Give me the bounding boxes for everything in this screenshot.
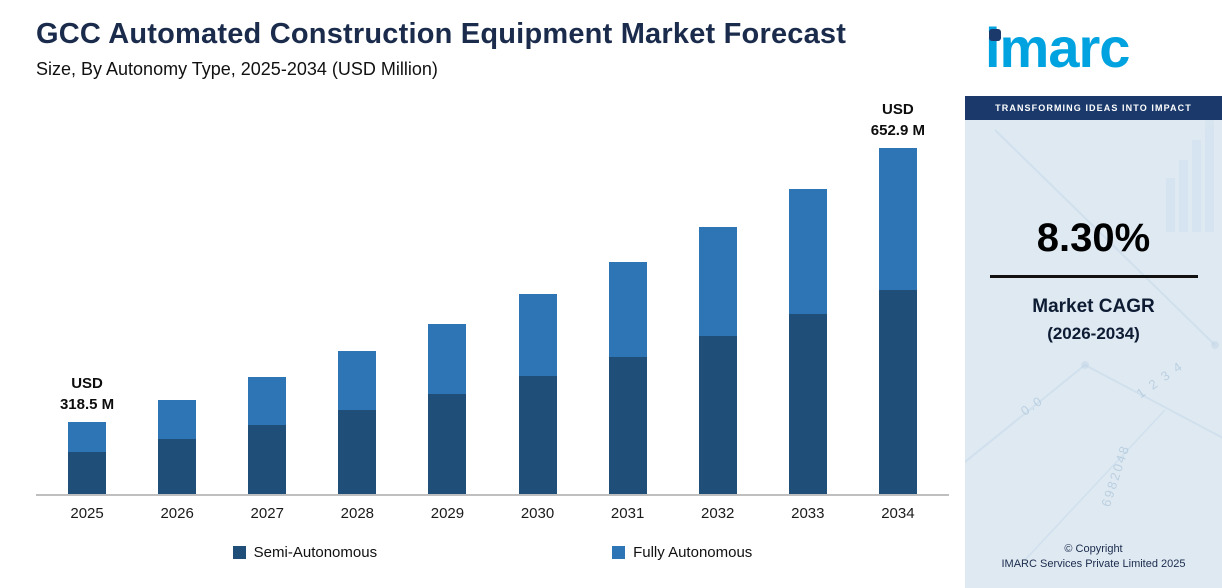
x-axis-label-2034: 2034 [881,505,915,522]
legend-label: Semi-Autonomous [253,544,378,561]
stacked-bar-2031 [608,262,647,494]
stacked-bar-2034 [878,148,917,494]
bar-segment-semi-autonomous [428,394,467,494]
cagr-divider [989,275,1198,278]
x-axis-label-2029: 2029 [430,505,465,522]
cagr-label: Market CAGR [1032,296,1155,317]
bar-segment-semi-autonomous [158,439,197,494]
imarc-logo-dot-icon [989,29,1001,41]
bar-column-2031 [583,262,673,494]
bar-column-2029 [402,324,492,494]
bar-segment-fully-autonomous [788,189,827,314]
cagr-value: 8.30% [1036,216,1151,260]
x-axis-label-2028: 2028 [340,505,375,522]
bar-segment-fully-autonomous [428,324,467,394]
x-axis-label-2030: 2030 [520,505,555,522]
bar-segment-semi-autonomous [338,410,377,494]
imarc-logo-text: imarc [985,16,1130,79]
brand-panel: 0.0 1 2 3 4 6982048 imarc TRANSFORMING I… [965,0,1222,588]
bar-column-2033 [763,189,853,494]
bar-column-2025: USD 318.5 M [42,373,132,494]
bar-segment-fully-autonomous [158,400,197,439]
bar-segment-semi-autonomous [518,376,557,494]
stacked-bar-2028 [338,351,377,494]
legend-swatch-icon [232,546,246,559]
bar-column-2030 [492,294,582,494]
copyright: © Copyright IMARC Services Private Limit… [965,543,1222,570]
x-axis-label-2032: 2032 [701,505,735,522]
stacked-bar-2026 [158,400,197,494]
chart-title: GCC Automated Construction Equipment Mar… [36,18,847,50]
x-axis-label-2027: 2027 [250,505,284,522]
bar-segment-semi-autonomous [68,452,107,494]
x-axis-label-2025: 2025 [70,505,104,522]
bar-segment-semi-autonomous [248,425,287,494]
bar-column-2034: USD 652.9 M [853,99,943,494]
stacked-bar-2029 [428,324,467,494]
x-axis-labels: 2025 2026 2027 2028 2029 2030 2031 2032 2033 2034 [36,505,949,522]
bar-segment-fully-autonomous [68,422,107,452]
legend-swatch-icon [612,546,626,559]
bar-segment-fully-autonomous [248,377,287,425]
stacked-bar-2025 [68,422,107,494]
legend-label: Fully Autonomous [633,544,753,561]
bar-column-2028 [312,351,402,494]
bar-segment-semi-autonomous [878,290,917,494]
imarc-logo: imarc [965,0,1222,96]
bar-annotation-2025: USD 318.5 M [59,374,115,414]
brand-tagline: TRANSFORMING IDEAS INTO IMPACT [965,96,1222,120]
bar-segment-semi-autonomous [788,314,827,494]
x-axis-label-2033: 2033 [791,505,825,522]
bar-segment-fully-autonomous [878,148,917,290]
bar-column-2032 [673,227,763,494]
chart-panel: GCC Automated Construction Equipment Mar… [36,18,949,561]
bar-segment-semi-autonomous [698,336,737,494]
bar-segment-fully-autonomous [698,227,737,336]
chart-subtitle: Size, By Autonomy Type, 2025-2034 (USD M… [36,59,438,79]
bar-segment-fully-autonomous [608,262,647,357]
bar-column-2027 [222,377,312,494]
bar-column-2026 [132,400,222,494]
legend: Semi-Autonomous Fully Autonomous [36,544,949,561]
stacked-bar-2030 [518,294,557,494]
cagr-block: 8.30% Market CAGR (2026-2034) [965,216,1222,344]
copyright-line2: IMARC Services Private Limited 2025 [1001,558,1186,570]
bar-segment-semi-autonomous [608,357,647,494]
legend-item-semi-autonomous: Semi-Autonomous [232,544,378,561]
watermark-chart-graphic-icon [965,118,1222,561]
legend-item-fully-autonomous: Fully Autonomous [612,544,752,561]
stacked-bar-2027 [248,377,287,494]
copyright-line1: © Copyright [1064,543,1123,555]
bar-annotation-2034: USD 652.9 M [870,100,925,140]
x-axis-label-2031: 2031 [610,505,645,522]
stacked-bar-2033 [788,189,827,494]
imarc-logo-wordmark: imarc [985,20,1130,76]
bar-segment-fully-autonomous [338,351,377,410]
stacked-bar-2032 [698,227,737,494]
x-axis-label-2026: 2026 [160,505,194,522]
cagr-period: (2026-2034) [1047,324,1140,343]
plot-area: USD 318.5 M USD 652.9 M [36,101,949,496]
bar-segment-fully-autonomous [518,294,557,376]
